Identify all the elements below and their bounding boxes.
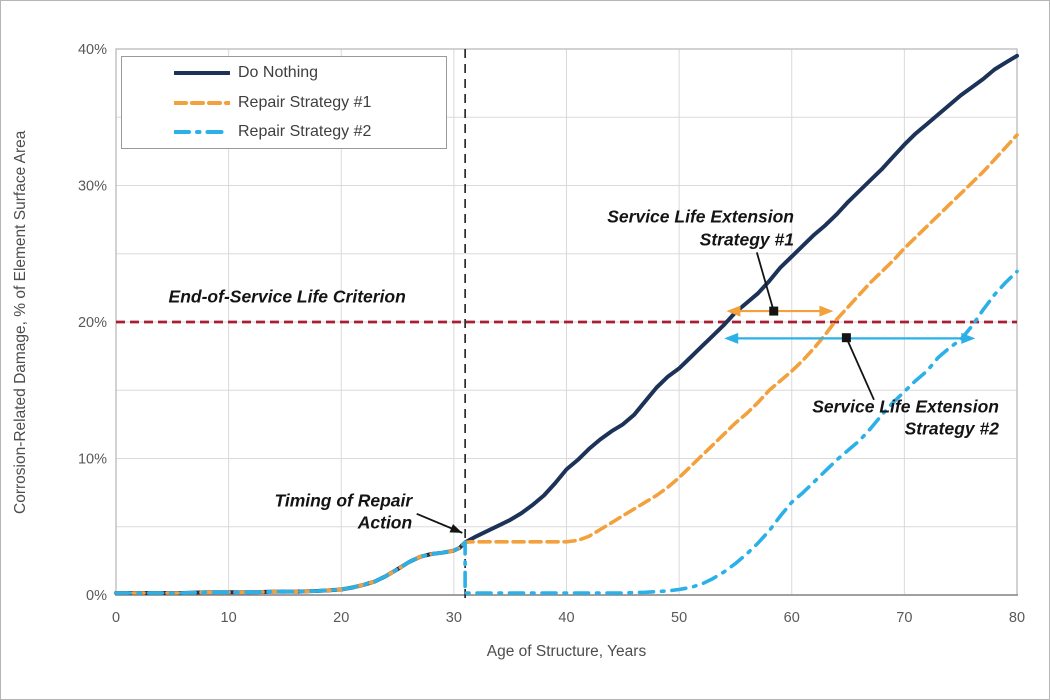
square-marker-icon bbox=[769, 306, 779, 316]
annotation-service-life-extension-strategy-2: Service Life Extension Strategy #2 bbox=[812, 395, 999, 439]
dash-dot-line-swatch-icon bbox=[174, 129, 230, 134]
x-tick-label: 30 bbox=[446, 610, 462, 626]
legend-label: Repair Strategy #2 bbox=[238, 122, 372, 140]
leader-line bbox=[755, 252, 775, 312]
x-tick-label: 80 bbox=[1009, 610, 1025, 626]
arrowhead-icon bbox=[819, 305, 834, 317]
annotation-end-of-service-life-criterion: End-of-Service Life Criterion bbox=[168, 287, 406, 308]
arrowhead-icon bbox=[726, 305, 741, 317]
x-tick-label: 20 bbox=[333, 610, 349, 626]
series-line-2 bbox=[114, 269, 1019, 595]
leader-line bbox=[845, 337, 875, 401]
legend-item-repair-strategy-1: Repair Strategy #1 bbox=[174, 90, 446, 116]
solid-line-swatch-icon bbox=[174, 71, 230, 76]
legend-label: Do Nothing bbox=[238, 64, 319, 82]
legend-item-do-nothing: Do Nothing bbox=[174, 60, 446, 86]
arrowhead-icon bbox=[961, 332, 976, 344]
x-tick-label: 70 bbox=[896, 610, 912, 626]
annotation-timing-of-repair-action: Timing of Repair Action bbox=[274, 489, 413, 533]
y-tick-label: 30% bbox=[78, 179, 107, 195]
arrowhead-icon bbox=[724, 332, 739, 344]
y-tick-label: 40% bbox=[78, 42, 107, 58]
x-tick-label: 0 bbox=[112, 610, 120, 626]
x-tick-label: 50 bbox=[671, 610, 687, 626]
y-tick-label: 10% bbox=[78, 452, 107, 468]
legend-label: Repair Strategy #1 bbox=[238, 93, 372, 111]
x-tick-label: 10 bbox=[221, 610, 237, 626]
y-tick-label: 20% bbox=[78, 315, 107, 331]
x-axis-title: Age of Structure, Years bbox=[486, 643, 647, 660]
annotation-service-life-extension-strategy-1: Service Life Extension Strategy #1 bbox=[607, 206, 794, 250]
y-axis-title: Corrosion-Related Damage, % of Element S… bbox=[12, 130, 29, 514]
dashed-line-swatch-icon bbox=[174, 100, 230, 105]
legend: Do Nothing Repair Strategy #1 Repair Str… bbox=[121, 56, 447, 149]
square-marker-icon bbox=[841, 333, 851, 343]
arrowhead-icon bbox=[449, 524, 463, 533]
legend-item-repair-strategy-2: Repair Strategy #2 bbox=[174, 119, 446, 145]
y-tick-label: 0% bbox=[86, 588, 107, 604]
x-tick-label: 40 bbox=[558, 610, 574, 626]
x-tick-label: 60 bbox=[784, 610, 800, 626]
